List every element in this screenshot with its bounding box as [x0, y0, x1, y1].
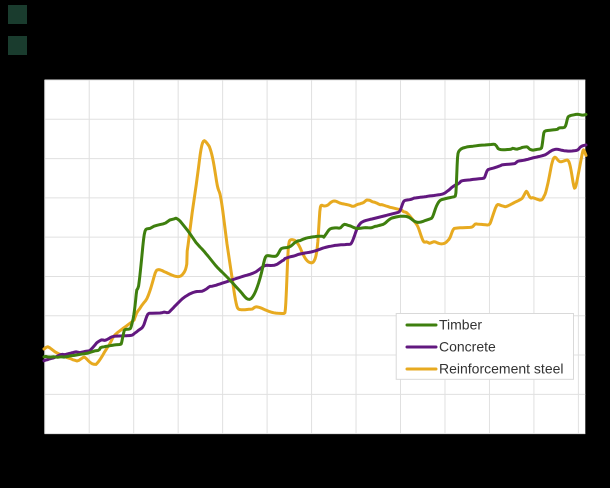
svg-text:Reinforcement steel: Reinforcement steel [439, 361, 564, 377]
svg-text:Timber: Timber [439, 317, 482, 333]
svg-text:Concrete: Concrete [439, 339, 496, 355]
